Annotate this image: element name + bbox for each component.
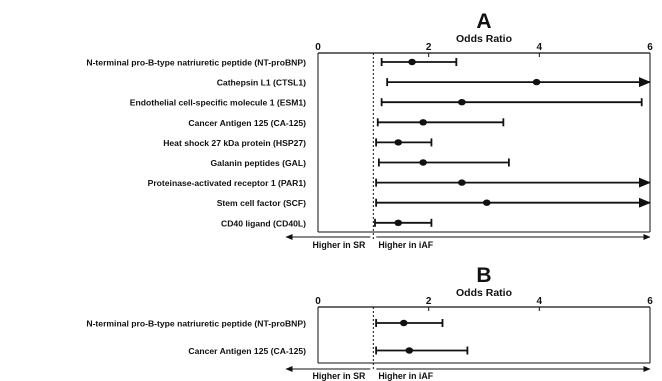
direction-label-left: Higher in SR bbox=[313, 371, 366, 381]
x-tick-label: 4 bbox=[537, 42, 543, 53]
panel-letter: B bbox=[476, 264, 491, 287]
row-label: CD40 ligand (CD40L) bbox=[221, 218, 306, 228]
odds-ratio-point bbox=[405, 347, 414, 354]
direction-label-right: Higher in iAF bbox=[378, 371, 433, 381]
row-label: Cancer Antigen 125 (CA-125) bbox=[188, 346, 306, 356]
row-label: Cathepsin L1 (CTSL1) bbox=[217, 78, 306, 88]
odds-ratio-point bbox=[394, 139, 403, 146]
x-tick-label: 2 bbox=[426, 296, 432, 307]
row-label: N-terminal pro-B-type natriuretic peptid… bbox=[86, 58, 306, 68]
odds-ratio-point bbox=[458, 99, 466, 106]
odds-ratio-point bbox=[458, 179, 466, 186]
odds-ratio-point bbox=[482, 199, 491, 206]
row-label: Proteinase-activated receptor 1 (PAR1) bbox=[148, 178, 307, 188]
row-label: N-terminal pro-B-type natriuretic peptid… bbox=[86, 319, 306, 329]
x-tick-label: 6 bbox=[647, 296, 653, 307]
odds-ratio-point bbox=[419, 119, 427, 126]
x-tick-label: 2 bbox=[426, 42, 432, 53]
x-tick-label: 6 bbox=[647, 42, 653, 53]
x-tick-label: 0 bbox=[315, 296, 321, 307]
axis-title: Odds Ratio bbox=[456, 287, 512, 299]
direction-label-left: Higher in SR bbox=[313, 240, 366, 250]
panel-letter: A bbox=[476, 10, 491, 33]
row-label: Endothelial cell-specific molecule 1 (ES… bbox=[130, 98, 306, 108]
row-label: Cancer Antigen 125 (CA-125) bbox=[188, 118, 306, 128]
odds-ratio-point bbox=[408, 58, 416, 66]
odds-ratio-point bbox=[399, 319, 408, 327]
axis-title: Odds Ratio bbox=[456, 33, 512, 45]
x-tick-label: 4 bbox=[537, 296, 543, 307]
odds-ratio-point bbox=[532, 78, 541, 86]
x-tick-label: 0 bbox=[315, 42, 321, 53]
odds-ratio-point bbox=[419, 159, 427, 166]
row-label: Stem cell factor (SCF) bbox=[217, 198, 306, 208]
odds-ratio-point bbox=[394, 219, 403, 226]
row-label: Galanin peptides (GAL) bbox=[211, 158, 307, 168]
direction-label-right: Higher in iAF bbox=[378, 240, 433, 250]
row-label: Heat shock 27 kDa protein (HSP27) bbox=[163, 138, 306, 148]
